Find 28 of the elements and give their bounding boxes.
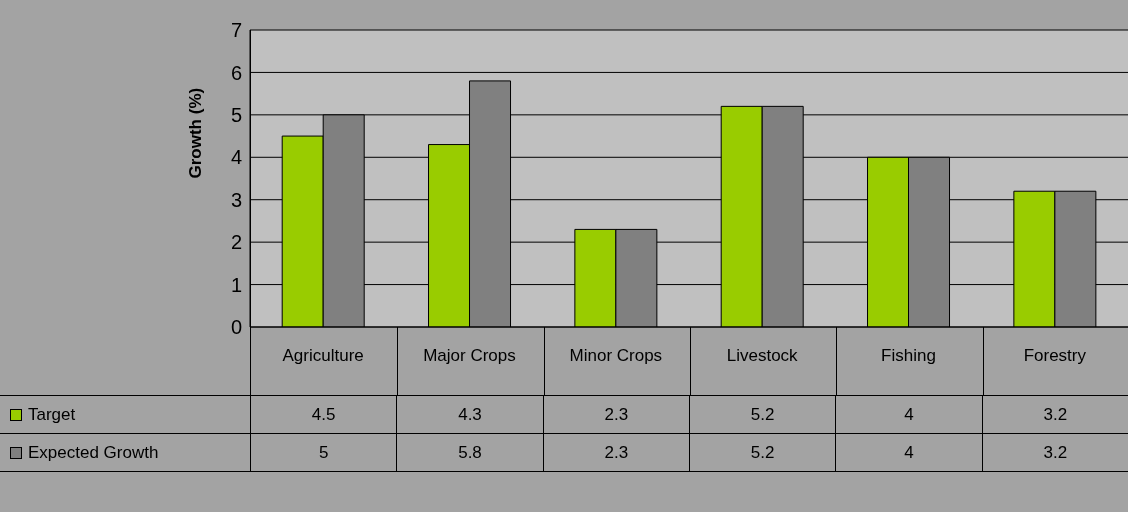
- y-tick-label: 1: [230, 273, 242, 296]
- y-tick-label: 5: [230, 103, 242, 126]
- x-tick-label: Forestry: [1023, 346, 1087, 366]
- data-label: 3.2: [981, 434, 1128, 471]
- legend-label: Target: [28, 404, 76, 425]
- data-label: 4.5: [250, 396, 397, 433]
- legend-label: Expected Growth: [28, 442, 159, 463]
- y-tick-label: 2: [230, 231, 242, 254]
- y-tick-label: 4: [230, 146, 242, 169]
- data-label: 4: [835, 396, 982, 433]
- data-label: 4.3: [396, 396, 543, 433]
- data-label: 5.8: [396, 434, 543, 471]
- data-label: 2.3: [542, 434, 689, 471]
- data-label: 3.2: [981, 396, 1128, 433]
- y-tick-label: 3: [230, 188, 242, 211]
- data-label: 2.3: [542, 396, 689, 433]
- y-tick-label: 6: [230, 61, 242, 84]
- y-tick-label: 7: [230, 19, 242, 42]
- x-tick-label: Livestock: [726, 346, 799, 366]
- y-tick-label: 0: [230, 316, 242, 339]
- x-tick-label: Minor Crops: [569, 346, 663, 366]
- data-label: 5.2: [688, 396, 836, 433]
- data-label: 5.2: [688, 434, 836, 471]
- x-tick-label: Agriculture: [282, 346, 364, 366]
- data-label: 4: [835, 434, 982, 471]
- x-tick-label: Major Crops: [423, 346, 516, 366]
- y-axis-title: Growth (%): [186, 87, 206, 179]
- x-tick-label: Fishing: [881, 346, 936, 366]
